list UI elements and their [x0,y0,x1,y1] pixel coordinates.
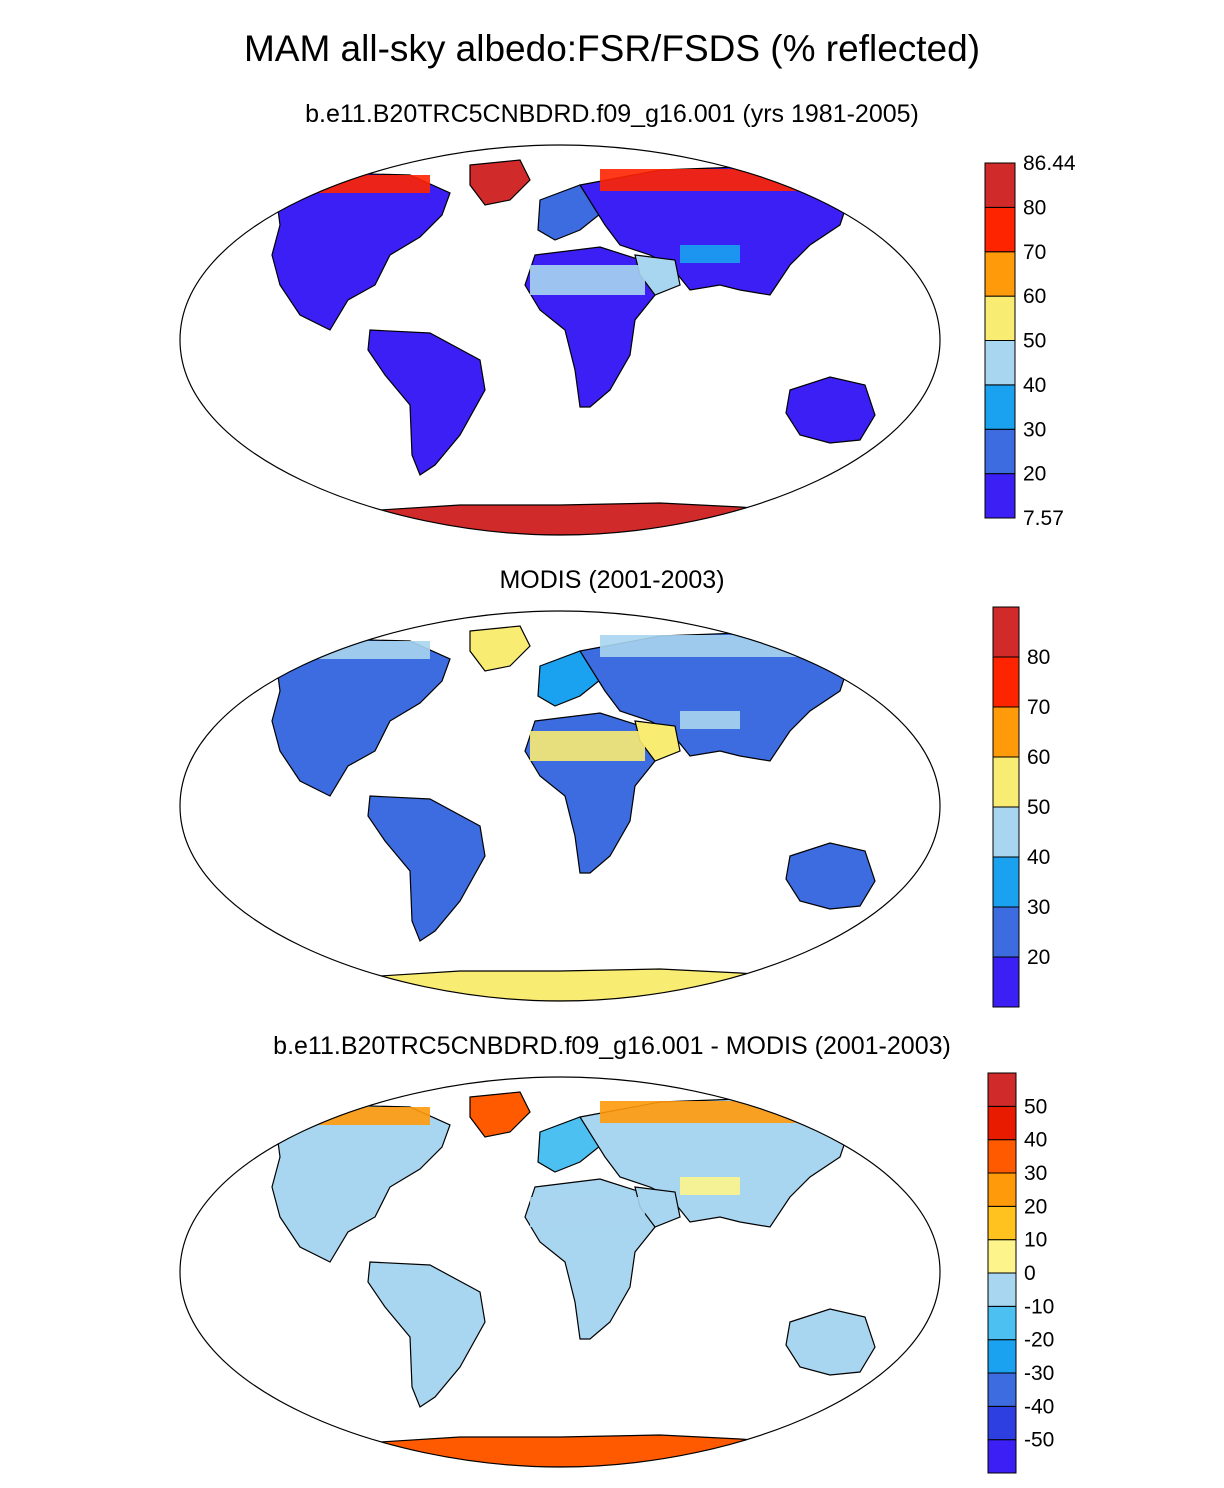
colorbar-segment [987,1172,1017,1207]
landmass-au [785,842,876,910]
map-outline [179,1076,941,1468]
colorbar-label: 7.57 [1023,507,1064,530]
colorbar-segment [987,1072,1017,1107]
colorbar-label: 70 [1027,696,1050,719]
colorbar-segment [992,656,1020,708]
colorbar-segment [992,706,1020,758]
tibet-region [680,245,740,263]
colorbar-segment [984,206,1016,253]
landmass-sa [367,1261,486,1408]
panel-title-model: b.e11.B20TRC5CNBDRD.f09_g16.001 (yrs 198… [305,100,919,128]
landmass-gl [469,625,531,672]
colorbar-label: 50 [1024,1095,1047,1118]
colorbar-label: 30 [1024,1162,1047,1185]
colorbar-label: 40 [1023,374,1046,397]
map-panel-difference [179,1076,941,1468]
colorbar-segment [987,1305,1017,1341]
colorbar-label: -10 [1024,1295,1054,1318]
colorbar-label: 50 [1027,796,1050,819]
siberia-band [600,169,840,191]
siberia-band [600,1101,840,1123]
colorbar-difference: -50 -40 -30 -20 -10 0 10 20 30 40 50 [987,1072,1054,1474]
colorbar-label: 70 [1023,241,1046,264]
landmass-gl [469,159,531,206]
colorbar-label: 10 [1024,1229,1047,1252]
colorbar-segment [992,906,1020,958]
colorbar-segment [987,1439,1017,1474]
colorbar-label: 20 [1023,463,1046,486]
sahara-region [530,1197,645,1227]
colorbar-segment [987,1272,1017,1307]
colorbar-segment [987,1339,1017,1374]
colorbar-label: 20 [1024,1195,1047,1218]
colorbar-segment [984,340,1016,386]
colorbar-segment [987,1205,1017,1241]
colorbar-label: 0 [1024,1262,1036,1285]
colorbar-label: 40 [1027,846,1050,869]
colorbar-segment [984,251,1016,297]
colorbar-label: -20 [1024,1329,1054,1352]
colorbar-modis: 20 30 40 50 60 70 80 [992,606,1050,1008]
colorbar-segment [984,384,1016,430]
colorbar-label: 40 [1024,1129,1047,1152]
colorbar-segment [987,1239,1017,1274]
tibet-region [680,711,740,729]
colorbar-segment [992,606,1020,658]
colorbar-label: 30 [1027,896,1050,919]
colorbar-segment [987,1405,1017,1441]
main-title: MAM all-sky albedo:FSR/FSDS (% reflected… [243,28,981,69]
colorbar-segment [987,1372,1017,1407]
colorbar-label: 50 [1023,330,1046,353]
colorbar-segment [992,806,1020,858]
map-panel-model [179,144,941,536]
colorbar-segment [984,473,1016,519]
colorbar-segment [992,956,1020,1008]
colorbar-label: 60 [1023,285,1046,308]
colorbar-segment [984,162,1016,208]
colorbar-label: 20 [1027,946,1050,969]
colorbar-label: -40 [1024,1395,1054,1418]
map-panel-modis [179,610,941,1002]
landmass-sa [367,795,486,942]
colorbar-label: -50 [1024,1429,1054,1452]
colorbar-segment [992,756,1020,808]
sahara-region [530,731,645,761]
panel-title-modis: MODIS (2001-2003) [499,566,725,594]
colorbar-label: 60 [1027,746,1050,769]
colorbar-segment [984,428,1016,475]
map-outline [179,610,941,1002]
colorbar-model: 7.57 20 30 40 50 60 70 80 86.44 [984,152,1076,530]
tibet-region [680,1177,740,1195]
colorbar-label: 80 [1023,196,1046,219]
colorbar-label: 30 [1023,418,1046,441]
colorbar-label: -30 [1024,1362,1054,1385]
colorbar-segment [987,1139,1017,1174]
landmass-au [785,376,876,444]
panel-title-difference: b.e11.B20TRC5CNBDRD.f09_g16.001 - MODIS … [273,1032,951,1060]
colorbar-segment [987,1105,1017,1141]
landmass-au [785,1308,876,1376]
colorbar-segment [984,295,1016,341]
colorbar-label: 86.44 [1023,152,1076,175]
sahara-region [530,265,645,295]
landmass-gl [469,1091,531,1138]
landmass-sa [367,329,486,476]
colorbar-segment [992,856,1020,908]
colorbar-label: 80 [1027,646,1050,669]
siberia-band [600,635,840,657]
map-outline [179,144,941,536]
